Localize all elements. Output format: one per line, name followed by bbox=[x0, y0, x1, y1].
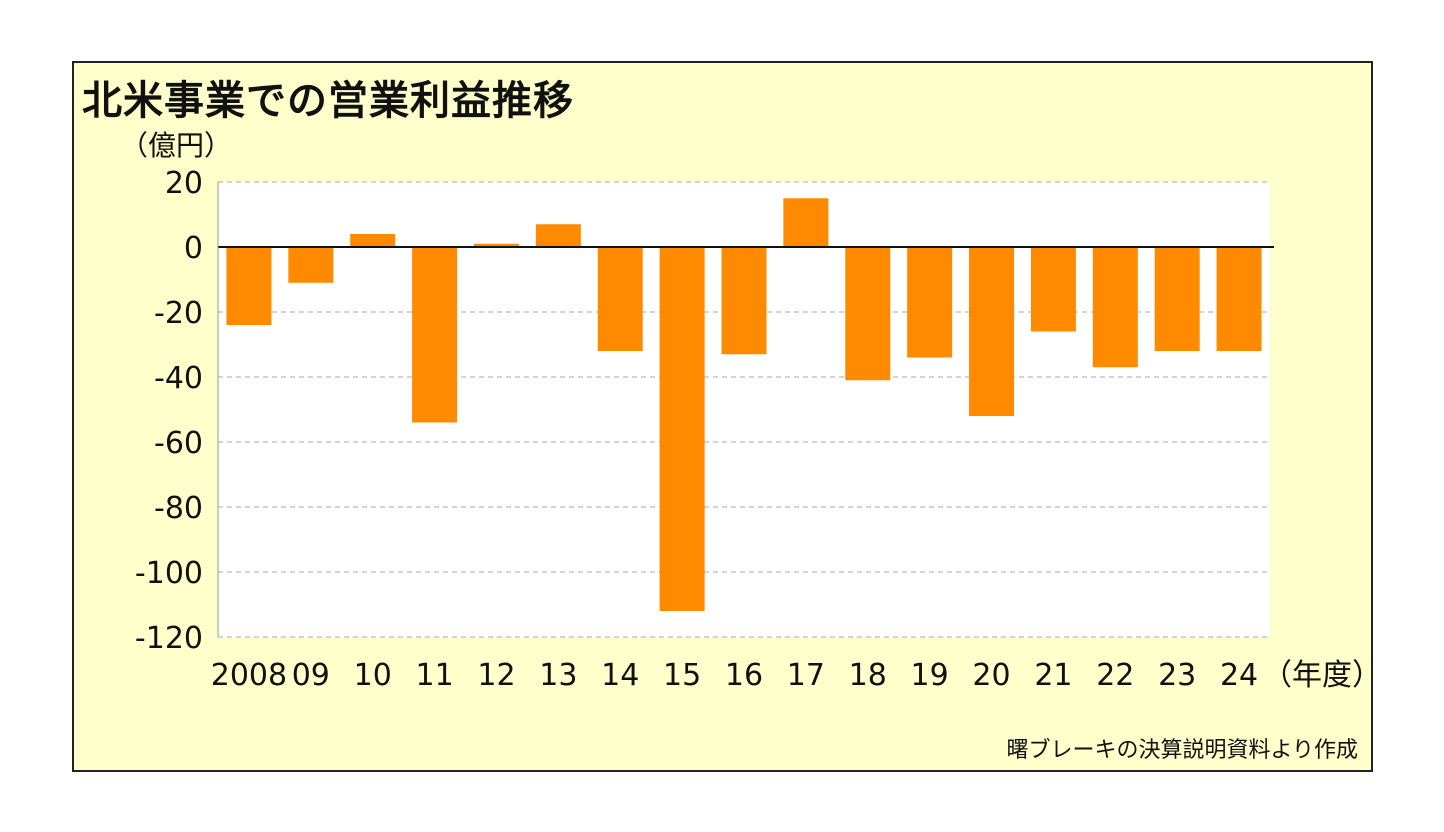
x-tick-label: 10 bbox=[354, 658, 392, 693]
x-tick-label: 12 bbox=[477, 658, 515, 693]
bar bbox=[1216, 247, 1262, 351]
bar bbox=[845, 247, 891, 381]
x-tick-label: 15 bbox=[663, 658, 701, 693]
x-tick-label: 16 bbox=[725, 658, 763, 693]
x-tick-label: 21 bbox=[1034, 658, 1072, 693]
x-tick-label: 19 bbox=[911, 658, 949, 693]
x-tick-label: 14 bbox=[601, 658, 639, 693]
x-tick-label: 23 bbox=[1158, 658, 1196, 693]
x-tick-label: 13 bbox=[539, 658, 577, 693]
y-tick-label: 0 bbox=[184, 231, 203, 266]
bar bbox=[659, 247, 705, 611]
bar bbox=[1092, 247, 1138, 368]
bar bbox=[350, 234, 396, 247]
x-tick-label: 20 bbox=[972, 658, 1010, 693]
y-tick-label: -80 bbox=[154, 491, 203, 526]
y-tick-labels: 20 0 -20 -40 -60 -80 -100 -120 bbox=[135, 166, 203, 656]
x-tick-label: 2008 bbox=[211, 658, 287, 693]
bar bbox=[783, 198, 829, 247]
x-tick-label: 24 bbox=[1220, 658, 1258, 693]
chart-title: 北米事業での営業利益推移 bbox=[82, 78, 574, 124]
y-axis-unit-label: （億円） bbox=[120, 129, 233, 162]
y-tick-label: -40 bbox=[154, 361, 203, 396]
bars bbox=[226, 198, 1262, 611]
bar bbox=[721, 247, 767, 355]
bar bbox=[969, 247, 1015, 416]
y-tick-label: 20 bbox=[165, 166, 203, 201]
y-tick-label: -100 bbox=[135, 556, 203, 591]
bar bbox=[226, 247, 272, 325]
x-tick-label: 09 bbox=[292, 658, 330, 693]
y-tick-label: -60 bbox=[154, 426, 203, 461]
y-tick-label: -120 bbox=[135, 621, 203, 656]
x-tick-label: 18 bbox=[849, 658, 887, 693]
x-tick-label: 22 bbox=[1096, 658, 1134, 693]
bar bbox=[1030, 247, 1076, 332]
x-tick-label: 17 bbox=[787, 658, 825, 693]
bar bbox=[473, 243, 519, 247]
bar bbox=[535, 224, 581, 247]
bar bbox=[907, 247, 953, 358]
bar bbox=[597, 247, 643, 351]
x-tick-label: 11 bbox=[415, 658, 453, 693]
x-axis-unit-label: （年度） bbox=[1262, 658, 1382, 693]
y-tick-label: -20 bbox=[154, 296, 203, 331]
x-tick-labels: 2008 09 10 11 12 13 14 15 16 17 18 19 20 21 22 23 24 （年度） bbox=[211, 658, 1382, 693]
source-note: 曙ブレーキの決算説明資料より作成 bbox=[1006, 738, 1358, 763]
bar bbox=[288, 247, 334, 283]
bar bbox=[412, 247, 458, 423]
bar bbox=[1154, 247, 1200, 351]
